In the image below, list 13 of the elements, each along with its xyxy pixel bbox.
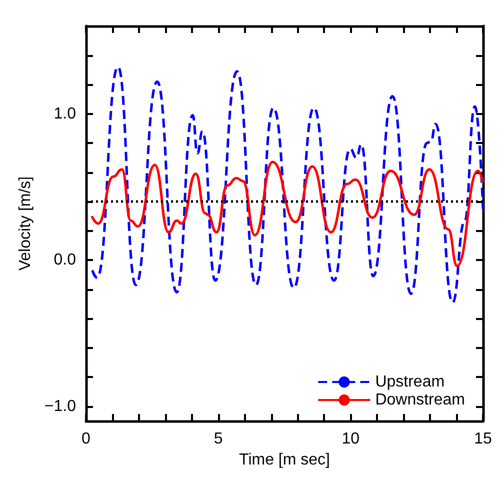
line-series xyxy=(90,160,484,268)
x-tick-label: 0 xyxy=(82,430,91,448)
x-tick-label: 10 xyxy=(342,430,360,448)
y-tick-label: 0.0 xyxy=(54,252,76,269)
x-tick-label: 15 xyxy=(474,430,492,448)
legend-label: Downstream xyxy=(375,392,466,408)
y-axis-title: Velocity [m/s] xyxy=(17,176,34,271)
x-axis-title: Time [m sec] xyxy=(239,451,330,468)
legend-label: Upstream xyxy=(375,374,445,390)
y-tick-label: 1.0 xyxy=(54,105,76,122)
line-series xyxy=(91,66,484,304)
y-tick-label: −1.0 xyxy=(44,398,76,415)
x-tick-label: 5 xyxy=(214,430,223,448)
